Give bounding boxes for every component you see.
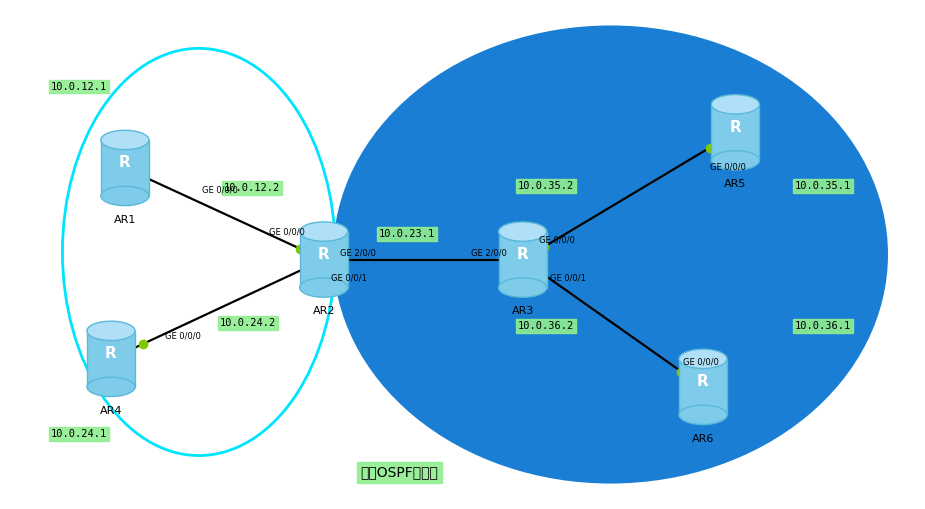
Ellipse shape xyxy=(101,130,149,150)
Text: GE 0/0/0: GE 0/0/0 xyxy=(710,163,746,172)
Text: AR1: AR1 xyxy=(114,215,136,225)
Text: R: R xyxy=(119,155,130,171)
Text: 配置OSPF的认证: 配置OSPF的认证 xyxy=(361,465,438,479)
Text: 10.0.24.2: 10.0.24.2 xyxy=(220,318,276,328)
Ellipse shape xyxy=(333,25,888,484)
Ellipse shape xyxy=(87,321,135,341)
Text: GE 2/0/0: GE 2/0/0 xyxy=(340,248,376,257)
Ellipse shape xyxy=(101,186,149,206)
Text: 10.0.36.2: 10.0.36.2 xyxy=(518,321,574,331)
Polygon shape xyxy=(300,232,348,288)
Text: 10.0.36.1: 10.0.36.1 xyxy=(796,321,851,331)
Text: GE 0/0/0: GE 0/0/0 xyxy=(539,235,575,244)
Text: GE 2/0/0: GE 2/0/0 xyxy=(471,248,507,257)
Text: 10.0.23.1: 10.0.23.1 xyxy=(379,229,435,239)
Ellipse shape xyxy=(300,222,348,241)
Text: GE 0/0/0: GE 0/0/0 xyxy=(683,357,719,366)
Text: GE 0/0/1: GE 0/0/1 xyxy=(331,274,367,283)
Text: 10.0.35.1: 10.0.35.1 xyxy=(796,181,851,191)
Ellipse shape xyxy=(679,349,727,369)
Text: 10.0.35.2: 10.0.35.2 xyxy=(518,181,574,191)
Text: AR6: AR6 xyxy=(692,434,714,444)
Ellipse shape xyxy=(711,95,759,114)
Ellipse shape xyxy=(87,377,135,397)
Ellipse shape xyxy=(499,278,547,297)
Text: GE 0/0/0: GE 0/0/0 xyxy=(202,185,238,194)
Text: R: R xyxy=(318,247,329,262)
Text: GE 0/0/0: GE 0/0/0 xyxy=(269,228,305,237)
Text: R: R xyxy=(697,374,709,389)
Ellipse shape xyxy=(711,151,759,170)
Text: R: R xyxy=(105,346,117,361)
Text: AR2: AR2 xyxy=(313,306,335,317)
Text: AR4: AR4 xyxy=(100,406,122,416)
Ellipse shape xyxy=(300,278,348,297)
Polygon shape xyxy=(101,140,149,196)
Ellipse shape xyxy=(499,222,547,241)
Text: 10.0.12.2: 10.0.12.2 xyxy=(224,183,279,193)
Polygon shape xyxy=(87,331,135,387)
Polygon shape xyxy=(499,232,547,288)
Text: R: R xyxy=(730,120,741,135)
Text: AR5: AR5 xyxy=(724,179,746,189)
Polygon shape xyxy=(711,104,759,160)
Text: AR3: AR3 xyxy=(512,306,534,317)
Text: 10.0.24.1: 10.0.24.1 xyxy=(51,429,106,439)
Text: GE 0/0/0: GE 0/0/0 xyxy=(165,332,201,341)
Text: GE 0/0/1: GE 0/0/1 xyxy=(550,274,586,283)
Polygon shape xyxy=(679,359,727,415)
Text: 10.0.12.1: 10.0.12.1 xyxy=(51,81,106,92)
Text: R: R xyxy=(517,247,528,262)
Ellipse shape xyxy=(679,405,727,425)
